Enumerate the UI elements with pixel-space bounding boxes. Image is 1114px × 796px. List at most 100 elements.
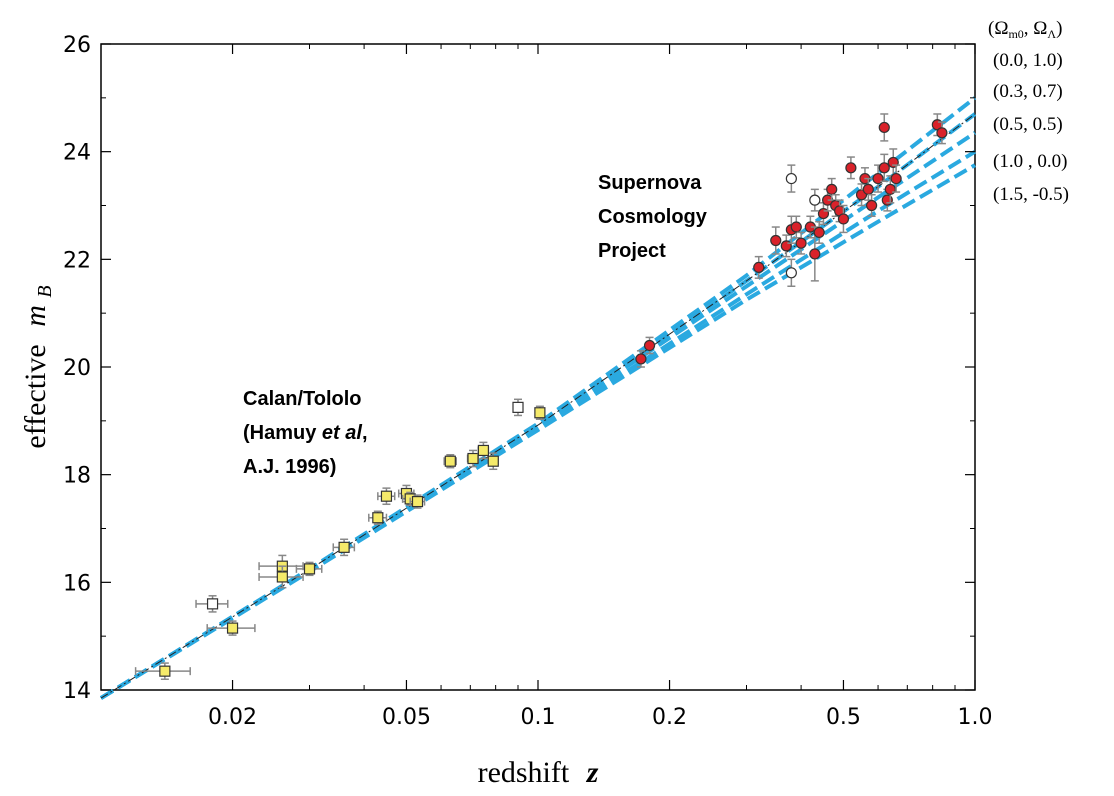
calan-line-2: (Hamuy et al,	[243, 422, 368, 444]
legend: (Ωm0, ΩΛ) (0.0, 1.0) (0.3, 0.7) (0.5, 0.…	[988, 18, 1069, 205]
scp-point-marker	[809, 248, 821, 260]
scp-point-10	[813, 220, 825, 244]
scp-point-marker	[878, 121, 890, 134]
scp-point-marker	[936, 127, 948, 139]
scp-point-16	[837, 204, 850, 234]
calan-point-6	[332, 538, 356, 557]
y-tick-label-6: 26	[63, 33, 91, 58]
y-tick-label-5: 24	[63, 141, 91, 166]
calan-point-11	[409, 494, 426, 509]
plot-frame	[100, 43, 976, 691]
scp-point-marker	[813, 226, 825, 239]
scp-point-marker	[809, 194, 821, 206]
model-curve-0	[99, 96, 977, 700]
scp-point-1	[643, 336, 656, 355]
scp-point-marker	[785, 267, 797, 279]
calan-point-marker	[477, 444, 490, 457]
scp-point-marker	[884, 183, 896, 195]
calan-point-marker	[487, 455, 499, 467]
scp-point-30	[936, 121, 948, 145]
y-axis-symbol: m	[19, 305, 52, 327]
scp-line-1: Supernova	[598, 172, 702, 194]
scp-point-17	[845, 156, 857, 180]
calan-point-marker	[338, 541, 350, 553]
x-axis-title-prefix: redshift	[478, 756, 570, 789]
scp-point-marker	[635, 353, 647, 365]
y-tick-label-3: 20	[63, 356, 91, 381]
scp-point-9	[809, 226, 821, 282]
calan-point-marker	[303, 563, 316, 575]
calan-point-4	[258, 565, 304, 589]
calan-point-8	[377, 487, 396, 506]
axis-ticks: 14 16 18 20 22 24 26 0.02 0.05 0.1 0.2 0.5 1.0	[63, 33, 993, 730]
calan-point-16	[512, 398, 524, 417]
calan-point-5	[295, 561, 323, 577]
scp-point-marker	[837, 213, 850, 225]
scp-point-23	[878, 153, 890, 183]
legend-header-sub1: m0	[1008, 27, 1023, 41]
scp-point-4	[780, 234, 792, 258]
x-axis-title: redshift z	[478, 756, 599, 789]
scp-point-marker	[785, 172, 797, 185]
y-tick-label-1: 16	[63, 571, 91, 596]
calan-point-0	[134, 662, 191, 680]
legend-entry-1: (0.0, 1.0)	[993, 50, 1063, 71]
scp-point-7	[795, 231, 807, 255]
x-tick-label-1: 0.05	[382, 705, 431, 730]
calan-point-14	[477, 441, 490, 460]
calan-line-2c: ,	[362, 422, 368, 444]
y-axis-title-prefix: effective	[19, 344, 52, 448]
calan-point-12	[443, 453, 457, 469]
scp-line-3: Project	[598, 240, 666, 262]
scp-point-marker	[872, 172, 884, 185]
legend-entry-2: (0.3, 0.7)	[993, 81, 1063, 102]
calan-point-15	[487, 452, 499, 471]
model-curves	[99, 96, 977, 700]
calan-point-marker	[467, 452, 479, 465]
scp-point-21	[866, 193, 878, 218]
scp-point-marker	[753, 261, 765, 274]
legend-entry-3: (0.5, 0.5)	[993, 114, 1063, 135]
scp-point-6	[790, 215, 802, 239]
calan-line-2b: et al	[322, 422, 362, 444]
calan-point-1	[195, 595, 229, 613]
calan-point-17	[534, 405, 546, 420]
scp-point-8	[804, 215, 816, 239]
x-tick-label-4: 0.5	[826, 705, 861, 730]
calan-point-7	[368, 510, 388, 525]
calan-annotation: Calan/Tololo (Hamuy et al, A.J. 1996)	[243, 388, 368, 478]
calan-point-marker	[226, 622, 239, 634]
scp-point-2	[753, 255, 765, 279]
data-points	[134, 113, 948, 680]
y-tick-label-4: 22	[63, 248, 91, 273]
y-tick-label-0: 14	[63, 679, 91, 704]
calan-point-marker	[159, 665, 171, 677]
scp-point-marker	[862, 183, 874, 195]
scp-line-2: Cosmology	[598, 206, 708, 228]
calan-point-marker	[411, 495, 424, 508]
calan-point-marker	[276, 571, 288, 583]
scp-point-marker	[878, 162, 890, 174]
calan-line-1: Calan/Tololo	[243, 388, 362, 410]
calan-line-2a: (Hamuy	[243, 422, 322, 444]
calan-line-3: A.J. 1996)	[243, 456, 336, 478]
calan-point-marker	[372, 512, 384, 524]
legend-header: (Ωm0, ΩΛ)	[988, 18, 1062, 41]
legend-header-end: )	[1056, 18, 1062, 39]
scp-point-31	[785, 164, 797, 193]
legend-entry-5: (1.5, -0.5)	[993, 184, 1069, 205]
scp-point-marker	[643, 339, 656, 352]
legend-header-mid: , Ω	[1024, 18, 1048, 39]
scp-point-0	[635, 350, 647, 368]
scp-point-marker	[890, 172, 902, 185]
x-tick-label-5: 1.0	[958, 705, 993, 730]
scp-point-27	[890, 164, 902, 193]
scp-point-3	[770, 226, 782, 255]
calan-point-2	[206, 620, 256, 636]
y-axis-subscript: B	[34, 285, 56, 297]
y-axis-title: effective m B	[19, 285, 56, 448]
x-tick-label-0: 0.02	[208, 705, 257, 730]
legend-header-sub2: Λ	[1047, 27, 1056, 41]
calan-point-marker	[444, 455, 456, 467]
